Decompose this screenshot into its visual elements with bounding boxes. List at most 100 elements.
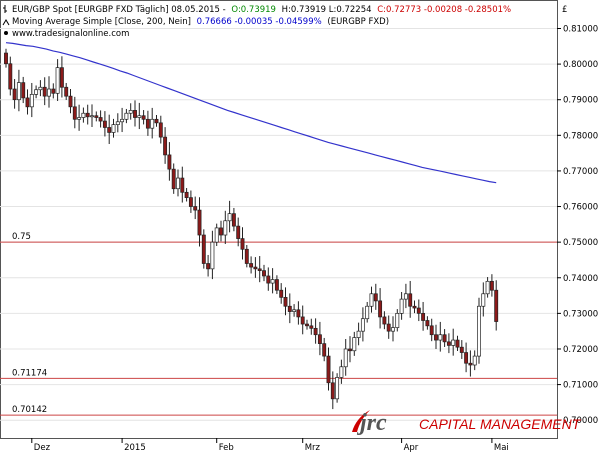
- candle-body: [51, 88, 56, 94]
- candle-body: [408, 293, 413, 307]
- candle-body: [180, 177, 185, 193]
- level-label: 0.75: [12, 232, 31, 242]
- plot-area: [0, 0, 558, 439]
- candle-body: [188, 197, 193, 207]
- candle-body: [287, 305, 292, 312]
- candle-body: [274, 279, 279, 291]
- candle-body: [266, 275, 271, 284]
- candle-body: [120, 118, 125, 123]
- header-line1-prefix: EUR/GBP Spot [EURGBP FXD Täglich] 08.05.…: [12, 5, 226, 15]
- candle-body: [85, 112, 90, 118]
- candle-body: [395, 313, 400, 328]
- candle-body: [296, 309, 301, 318]
- brand-logo: jrc CAPITAL MANAGEMENT: [352, 410, 582, 436]
- candle-body: [102, 120, 107, 128]
- candle-body: [34, 89, 39, 95]
- candle-body: [29, 94, 34, 108]
- candle-body: [137, 115, 142, 118]
- candle-body: [16, 82, 21, 101]
- candle-body: [176, 177, 180, 190]
- candle-body: [373, 293, 378, 302]
- candle-legend-icon: [3, 5, 7, 13]
- candle-body: [339, 366, 344, 378]
- candle-body: [72, 106, 77, 120]
- candle-body: [94, 115, 99, 118]
- candle-body: [468, 362, 473, 366]
- x-tick-label: Apr: [404, 443, 419, 453]
- candle-body: [386, 323, 391, 332]
- candle-body: [59, 67, 64, 88]
- candle-body: [244, 248, 249, 264]
- y-tick-label: 0.71000: [563, 381, 598, 391]
- candle-body: [416, 307, 421, 314]
- sma-legend-icon: [2, 19, 10, 26]
- header-close: C:0.72773 -0.00208 -0.28501%: [377, 5, 511, 15]
- candle-body: [25, 97, 30, 108]
- y-tick-label: 0.78000: [563, 131, 598, 141]
- candle-body: [68, 95, 73, 108]
- candle-body: [38, 86, 43, 91]
- brand-tagline: CAPITAL MANAGEMENT: [419, 416, 582, 432]
- candle-body: [193, 206, 198, 211]
- candle-body: [485, 280, 490, 295]
- candle-body: [128, 110, 133, 114]
- x-tick-label: Mai: [494, 443, 509, 453]
- candle-body: [455, 339, 460, 348]
- candle-body: [446, 341, 451, 346]
- candle-body: [335, 377, 340, 400]
- candle-body: [236, 225, 241, 239]
- candle-body: [47, 88, 51, 97]
- candle-body: [451, 339, 456, 346]
- candle-body: [412, 305, 417, 309]
- candle-body: [322, 343, 327, 357]
- candle-body: [279, 289, 284, 298]
- candle-body: [210, 241, 215, 270]
- candle-body: [223, 220, 228, 236]
- level-lines: 0.75 0.71174 0.70142: [0, 232, 557, 416]
- x-tick-label: Feb: [219, 443, 234, 453]
- y-tick-label: 0.70000: [563, 416, 598, 426]
- candle-body: [150, 118, 155, 129]
- x-tick-label: 2015: [124, 443, 146, 453]
- logo-text: jrc: [356, 410, 387, 436]
- candle-body: [421, 313, 426, 321]
- sma-series-line: [5, 42, 497, 184]
- candle-body: [124, 112, 129, 120]
- candle-body: [317, 334, 322, 344]
- candle-body: [300, 316, 305, 325]
- x-axis: Dez 2015 Feb Mrz Apr Mai: [31, 438, 509, 453]
- level-label: 0.71174: [12, 368, 47, 378]
- header-open: O:0.73919: [231, 5, 276, 15]
- candle-body: [399, 298, 404, 314]
- candle-body: [240, 238, 245, 250]
- candle-body: [219, 227, 223, 236]
- candle-body: [197, 209, 202, 236]
- candle-body: [472, 355, 477, 366]
- candle-body: [313, 327, 318, 336]
- candle-body: [158, 122, 163, 138]
- candle-body: [141, 115, 146, 120]
- y-tick-label: 0.80000: [563, 60, 598, 70]
- candle-body: [55, 67, 60, 94]
- candle-body: [378, 300, 383, 318]
- candle-body: [429, 325, 434, 336]
- x-tick-label: Dez: [34, 443, 51, 453]
- candle-body: [356, 330, 361, 338]
- candle-body: [391, 327, 395, 332]
- candle-body: [442, 334, 447, 343]
- candle-body: [257, 268, 262, 271]
- header-line3: www.tradesignalonline.com: [12, 29, 129, 39]
- candle-body: [434, 334, 438, 341]
- y-tick-label: 0.73000: [563, 309, 598, 319]
- candle-body: [464, 352, 469, 364]
- candle-body: [348, 348, 352, 352]
- candle-body: [12, 88, 17, 101]
- candle-body: [489, 280, 494, 291]
- header-line2-prefix: Moving Average Simple [Close, 200, Nein]: [12, 17, 191, 27]
- y-tick-label: 0.79000: [563, 96, 598, 106]
- header-high-low: H:0.73919 L:0.72254: [282, 5, 372, 15]
- candle-body: [77, 117, 82, 120]
- candle-body: [231, 213, 236, 227]
- candle-body: [305, 323, 309, 327]
